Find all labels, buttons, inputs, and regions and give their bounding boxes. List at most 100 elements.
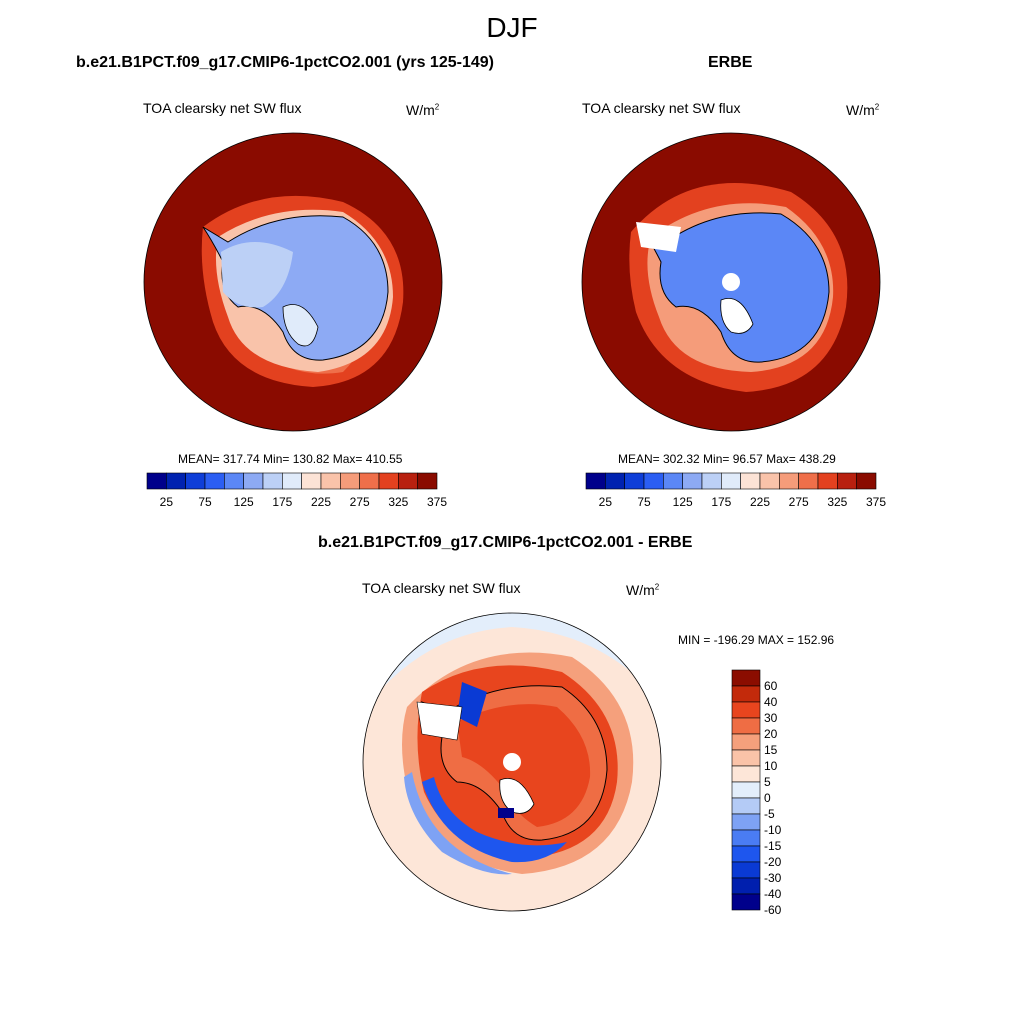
obs-panel-title: ERBE xyxy=(708,54,753,71)
colorbar-tick-label: 175 xyxy=(272,495,293,509)
diff-ross-sea-deep-negative xyxy=(498,808,514,818)
colorbar-tick-label: 15 xyxy=(764,743,778,757)
colorbar-swatch xyxy=(185,472,206,490)
colorbar-tick-label: 175 xyxy=(711,495,732,509)
diff-units-label: W/m2 xyxy=(626,582,660,598)
colorbar-swatch xyxy=(359,472,380,490)
obs-polar-map xyxy=(581,132,881,432)
diff-missing-data-wedge xyxy=(416,701,463,741)
colorbar-swatch xyxy=(166,472,186,490)
colorbar-swatch xyxy=(740,472,761,490)
figure-title: DJF xyxy=(486,12,538,43)
colorbar-tick-label: 375 xyxy=(865,495,887,509)
diff-pole-hole xyxy=(503,753,521,771)
colorbar-swatch xyxy=(779,472,799,490)
colorbar-swatch xyxy=(701,472,722,490)
colorbar-swatch xyxy=(320,472,341,490)
colorbar-swatch xyxy=(643,472,664,490)
colorbar-swatch xyxy=(731,749,761,767)
colorbar-swatch xyxy=(731,701,761,719)
colorbar-tick-label: 75 xyxy=(637,495,651,509)
model-panel-title: b.e21.B1PCT.f09_g17.CMIP6-1pctCO2.001 (y… xyxy=(76,54,494,71)
colorbar-swatch xyxy=(731,861,761,879)
colorbar-swatch xyxy=(837,472,857,490)
colorbar-swatch xyxy=(301,472,322,490)
obs-colorbar xyxy=(585,472,877,490)
colorbar-swatch xyxy=(731,685,761,703)
colorbar-swatch xyxy=(224,472,244,490)
model-polar-map xyxy=(143,132,443,432)
obs-variable-label: TOA clearsky net SW flux xyxy=(582,100,741,116)
diff-polar-map xyxy=(362,612,662,912)
colorbar-tick-label: 325 xyxy=(827,495,848,509)
colorbar-swatch xyxy=(624,472,645,490)
colorbar-swatch xyxy=(340,472,360,490)
colorbar-tick-label: -15 xyxy=(764,839,782,853)
colorbar-tick-label: 325 xyxy=(388,495,409,509)
colorbar-tick-label: 125 xyxy=(672,495,693,509)
colorbar-tick-label: 30 xyxy=(764,711,778,725)
colorbar-tick-label: 275 xyxy=(788,495,809,509)
colorbar-swatch xyxy=(682,472,703,490)
colorbar-swatch xyxy=(398,472,418,490)
diff-negative-band-light xyxy=(404,772,512,875)
colorbar-swatch xyxy=(731,813,761,831)
obs-units-label: W/m2 xyxy=(846,102,880,118)
diff-colorbar xyxy=(731,669,761,911)
colorbar-tick-label: 60 xyxy=(764,679,778,693)
colorbar-swatch xyxy=(282,472,302,490)
colorbar-swatch xyxy=(731,733,761,751)
colorbar-swatch xyxy=(798,472,819,490)
colorbar-swatch xyxy=(204,472,225,490)
colorbar-tick-label: -5 xyxy=(764,807,775,821)
colorbar-tick-label: 0 xyxy=(764,791,771,805)
colorbar-swatch xyxy=(759,472,780,490)
model-colorbar xyxy=(146,472,438,490)
diff-ross-ice-shelf xyxy=(499,778,535,814)
diff-negative-band xyxy=(422,777,567,863)
colorbar-tick-label: 375 xyxy=(426,495,448,509)
colorbar-swatch xyxy=(378,472,399,490)
colorbar-tick-label: 25 xyxy=(598,495,613,509)
colorbar-swatch xyxy=(817,472,838,490)
colorbar-swatch xyxy=(731,797,761,815)
model-ross-ice-shelf xyxy=(282,304,319,347)
colorbar-tick-label: 75 xyxy=(198,495,212,509)
colorbar-tick-label: 10 xyxy=(764,759,778,773)
colorbar-swatch xyxy=(731,781,761,799)
diff-panel-title: b.e21.B1PCT.f09_g17.CMIP6-1pctCO2.001 - … xyxy=(318,534,693,551)
colorbar-swatch xyxy=(243,472,264,490)
colorbar-tick-label: -10 xyxy=(764,823,782,837)
diff-outer-light-blue xyxy=(363,613,661,712)
colorbar-swatch xyxy=(585,472,606,490)
obs-pole-hole xyxy=(722,273,740,291)
diff-variable-label: TOA clearsky net SW flux xyxy=(362,580,521,596)
model-units-label: W/m2 xyxy=(406,102,440,118)
colorbar-swatch xyxy=(146,472,167,490)
diff-peninsula-negative xyxy=(457,682,487,727)
colorbar-swatch xyxy=(856,472,877,490)
model-stats: MEAN= 317.74 Min= 130.82 Max= 410.55 xyxy=(178,452,403,466)
model-west-antarctic-ice xyxy=(221,242,293,308)
colorbar-tick-label: -20 xyxy=(764,855,782,869)
model-variable-label: TOA clearsky net SW flux xyxy=(143,100,302,116)
obs-stats: MEAN= 302.32 Min= 96.57 Max= 438.29 xyxy=(618,452,836,466)
colorbar-swatch xyxy=(605,472,625,490)
colorbar-swatch xyxy=(731,717,761,735)
colorbar-tick-label: 5 xyxy=(764,775,771,789)
colorbar-tick-label: -30 xyxy=(764,871,782,885)
colorbar-swatch xyxy=(731,893,761,911)
colorbar-swatch xyxy=(731,845,761,863)
obs-missing-data-wedge xyxy=(636,222,681,252)
colorbar-swatch xyxy=(731,877,761,895)
colorbar-swatch xyxy=(731,669,761,687)
colorbar-swatch xyxy=(721,472,741,490)
diff-stats: MIN = -196.29 MAX = 152.96 xyxy=(678,633,835,647)
colorbar-tick-label: 20 xyxy=(764,727,778,741)
colorbar-swatch xyxy=(731,765,761,783)
colorbar-tick-label: 275 xyxy=(349,495,370,509)
colorbar-tick-label: 225 xyxy=(749,495,771,509)
colorbar-tick-label: -40 xyxy=(764,887,782,901)
colorbar-tick-label: 125 xyxy=(233,495,254,509)
colorbar-swatch xyxy=(663,472,683,490)
